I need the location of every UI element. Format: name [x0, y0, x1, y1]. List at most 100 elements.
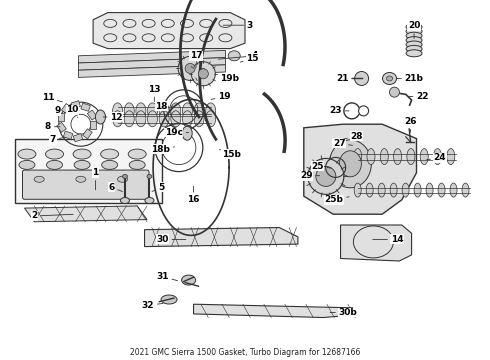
- Text: 28: 28: [343, 132, 363, 140]
- Text: 19c: 19c: [165, 128, 189, 137]
- Ellipse shape: [426, 183, 433, 197]
- Ellipse shape: [406, 37, 422, 44]
- Polygon shape: [24, 206, 147, 222]
- Text: 19b: 19b: [220, 74, 239, 83]
- Ellipse shape: [390, 183, 397, 197]
- Ellipse shape: [434, 149, 441, 165]
- Polygon shape: [304, 124, 416, 214]
- Ellipse shape: [182, 126, 192, 140]
- Text: 25: 25: [311, 162, 331, 171]
- Bar: [90, 121, 96, 129]
- Ellipse shape: [182, 111, 193, 127]
- Ellipse shape: [145, 198, 154, 203]
- Text: 31: 31: [156, 272, 178, 281]
- Text: 18b: 18b: [151, 145, 174, 154]
- Text: 24: 24: [427, 153, 446, 162]
- Ellipse shape: [74, 161, 90, 169]
- Ellipse shape: [129, 161, 145, 169]
- Bar: [74, 134, 83, 142]
- Bar: [83, 129, 92, 139]
- Circle shape: [390, 87, 399, 97]
- Ellipse shape: [438, 183, 445, 197]
- Ellipse shape: [73, 149, 91, 159]
- Ellipse shape: [387, 76, 392, 81]
- Text: 5: 5: [152, 183, 165, 192]
- Text: 23: 23: [329, 107, 349, 115]
- Ellipse shape: [414, 183, 421, 197]
- Ellipse shape: [46, 149, 64, 159]
- Ellipse shape: [206, 103, 216, 119]
- Ellipse shape: [34, 176, 44, 182]
- Ellipse shape: [159, 103, 169, 119]
- Text: 17: 17: [190, 51, 202, 67]
- Ellipse shape: [383, 72, 396, 85]
- Text: 9: 9: [54, 107, 70, 115]
- Ellipse shape: [406, 41, 422, 48]
- Ellipse shape: [329, 140, 371, 188]
- Ellipse shape: [159, 111, 169, 127]
- Bar: [61, 104, 71, 113]
- Ellipse shape: [124, 111, 134, 127]
- Circle shape: [178, 57, 202, 80]
- Ellipse shape: [380, 149, 388, 165]
- Ellipse shape: [118, 176, 127, 182]
- Ellipse shape: [47, 161, 63, 169]
- Text: 14: 14: [373, 235, 403, 244]
- Circle shape: [198, 69, 208, 79]
- Ellipse shape: [340, 151, 361, 177]
- Ellipse shape: [406, 45, 422, 53]
- Ellipse shape: [447, 149, 455, 165]
- Text: 11: 11: [42, 94, 63, 102]
- Bar: [87, 110, 97, 120]
- Text: 15: 15: [240, 54, 259, 63]
- Ellipse shape: [420, 149, 428, 165]
- Ellipse shape: [147, 174, 152, 179]
- Ellipse shape: [366, 183, 373, 197]
- Circle shape: [192, 62, 215, 86]
- Ellipse shape: [354, 183, 361, 197]
- Ellipse shape: [96, 110, 105, 124]
- Ellipse shape: [124, 103, 134, 119]
- Circle shape: [316, 166, 336, 186]
- Text: 20: 20: [408, 22, 420, 39]
- Text: 30: 30: [156, 235, 186, 244]
- Ellipse shape: [113, 103, 122, 119]
- Ellipse shape: [402, 183, 409, 197]
- Ellipse shape: [406, 32, 422, 39]
- Text: 7: 7: [49, 135, 65, 144]
- Ellipse shape: [393, 149, 402, 165]
- Polygon shape: [93, 13, 245, 49]
- Text: 16: 16: [187, 186, 200, 204]
- Text: 21: 21: [336, 74, 357, 83]
- Ellipse shape: [136, 103, 146, 119]
- Polygon shape: [78, 50, 225, 63]
- Text: 29: 29: [300, 171, 319, 180]
- Bar: [81, 103, 90, 111]
- Polygon shape: [78, 65, 225, 77]
- Ellipse shape: [136, 111, 146, 127]
- Text: 13: 13: [148, 85, 161, 102]
- Ellipse shape: [378, 183, 385, 197]
- Text: 4: 4: [219, 51, 258, 60]
- FancyBboxPatch shape: [23, 170, 149, 199]
- Text: 25b: 25b: [325, 195, 349, 204]
- Circle shape: [355, 72, 368, 85]
- Polygon shape: [145, 228, 298, 247]
- Text: 1: 1: [93, 168, 98, 190]
- Circle shape: [185, 63, 195, 73]
- Ellipse shape: [76, 176, 86, 182]
- Text: 10: 10: [66, 105, 79, 118]
- Ellipse shape: [450, 183, 457, 197]
- Bar: [58, 113, 64, 121]
- Ellipse shape: [128, 149, 146, 159]
- Ellipse shape: [147, 103, 157, 119]
- Ellipse shape: [194, 103, 204, 119]
- Ellipse shape: [228, 51, 240, 61]
- Text: 19: 19: [211, 92, 231, 101]
- Text: 21b: 21b: [397, 74, 423, 83]
- Ellipse shape: [367, 149, 375, 165]
- Text: 12: 12: [103, 112, 123, 122]
- Ellipse shape: [18, 149, 36, 159]
- Ellipse shape: [182, 103, 193, 119]
- Ellipse shape: [161, 295, 177, 304]
